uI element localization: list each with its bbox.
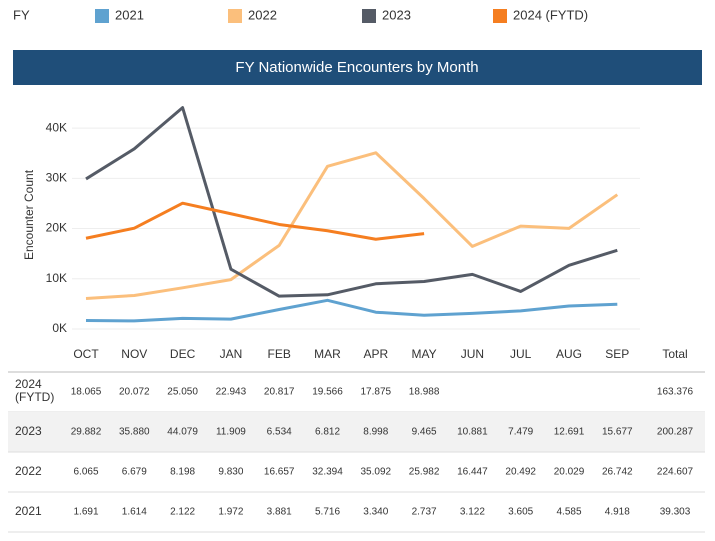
x-tick-label: FEB [268, 347, 291, 361]
legend-label: 2023 [382, 7, 411, 22]
row-label: 2022 [15, 464, 42, 478]
series-line [85, 151, 619, 301]
row-label: 2021 [15, 504, 42, 518]
x-tick-label: DEC [170, 347, 196, 361]
table-cell: 29.882 [71, 427, 102, 438]
row-label: 2024 (FYTD) [15, 377, 54, 404]
table-cell: 18.988 [409, 387, 440, 398]
table-total: 39.303 [660, 507, 691, 518]
row-label: 2023 [15, 424, 42, 438]
table-total: 200.287 [657, 427, 694, 438]
table-cell: 2.737 [412, 507, 437, 518]
table-cell: 19.566 [312, 387, 343, 398]
table-cell: 9.465 [412, 427, 437, 438]
table-cell: 6.812 [315, 427, 340, 438]
legend-label: 2022 [248, 7, 277, 22]
table-cell: 8.998 [363, 427, 388, 438]
x-tick-label: JUN [461, 347, 484, 361]
x-tick-label: JAN [220, 347, 243, 361]
y-tick-label: 30K [46, 171, 67, 185]
x-tick-label: OCT [73, 347, 99, 361]
table-cell: 16.657 [264, 467, 295, 478]
table-total: 224.607 [657, 467, 694, 478]
title-bar [13, 50, 702, 85]
table-cell: 17.875 [361, 387, 392, 398]
x-tick-label: AUG [556, 347, 582, 361]
table-cell: 6.679 [122, 467, 147, 478]
y-tick-label: 20K [46, 221, 67, 235]
table-cell: 1.691 [73, 507, 98, 518]
table-cell: 12.691 [554, 427, 585, 438]
legend-label: 2024 (FYTD) [513, 7, 588, 22]
y-tick-label: 0K [52, 321, 67, 335]
legend-swatch [95, 9, 109, 23]
table-cell: 20.072 [119, 387, 150, 398]
table-cell: 8.198 [170, 467, 195, 478]
table-cell: 6.065 [73, 467, 98, 478]
y-tick-label: 40K [46, 120, 67, 134]
table-cell: 3.122 [460, 507, 485, 518]
table-cell: 16.447 [457, 467, 488, 478]
table-cell: 4.918 [605, 507, 630, 518]
table-cell: 15.677 [602, 427, 633, 438]
total-header: Total [662, 347, 687, 361]
x-tick-label: APR [363, 347, 388, 361]
table-row-band [8, 412, 705, 452]
y-tick-label: 10K [46, 271, 67, 285]
table-cell: 22.943 [216, 387, 247, 398]
series-line [85, 298, 618, 323]
table-cell: 9.830 [218, 467, 243, 478]
series-line [85, 201, 425, 241]
table-cell: 4.585 [556, 507, 581, 518]
legend-label: 2021 [115, 7, 144, 22]
x-tick-label: SEP [605, 347, 629, 361]
table-cell: 1.614 [122, 507, 147, 518]
table-cell: 44.079 [167, 427, 198, 438]
table-cell: 11.909 [216, 427, 246, 438]
table-cell: 35.880 [119, 427, 150, 438]
x-tick-label: MAR [314, 347, 341, 361]
x-tick-label: MAY [412, 347, 437, 361]
table-cell: 20.817 [264, 387, 295, 398]
table-total: 163.376 [657, 387, 694, 398]
x-tick-label: NOV [121, 347, 147, 361]
legend-swatch [493, 9, 507, 23]
table-cell: 20.492 [505, 467, 536, 478]
series-line [85, 106, 618, 298]
table-cell: 35.092 [361, 467, 392, 478]
table-cell: 32.394 [312, 467, 343, 478]
x-tick-label: JUL [510, 347, 532, 361]
table-cell: 10.881 [457, 427, 488, 438]
table-cell: 3.340 [363, 507, 388, 518]
legend-swatch [228, 9, 242, 23]
table-cell: 1.972 [218, 507, 243, 518]
legend-swatch [362, 9, 376, 23]
table-cell: 25.982 [409, 467, 440, 478]
table-cell: 5.716 [315, 507, 340, 518]
table-cell: 25.050 [167, 387, 198, 398]
table-cell: 20.029 [554, 467, 585, 478]
table-cell: 6.534 [267, 427, 292, 438]
table-cell: 3.605 [508, 507, 533, 518]
table-cell: 2.122 [170, 507, 195, 518]
legend-title: FY [13, 7, 30, 22]
table-cell: 7.479 [508, 427, 533, 438]
table-cell: 3.881 [267, 507, 292, 518]
table-cell: 18.065 [71, 387, 102, 398]
table-cell: 26.742 [602, 467, 633, 478]
chart-title: FY Nationwide Encounters by Month [235, 59, 478, 76]
y-axis-label: Encounter Count [22, 169, 36, 260]
